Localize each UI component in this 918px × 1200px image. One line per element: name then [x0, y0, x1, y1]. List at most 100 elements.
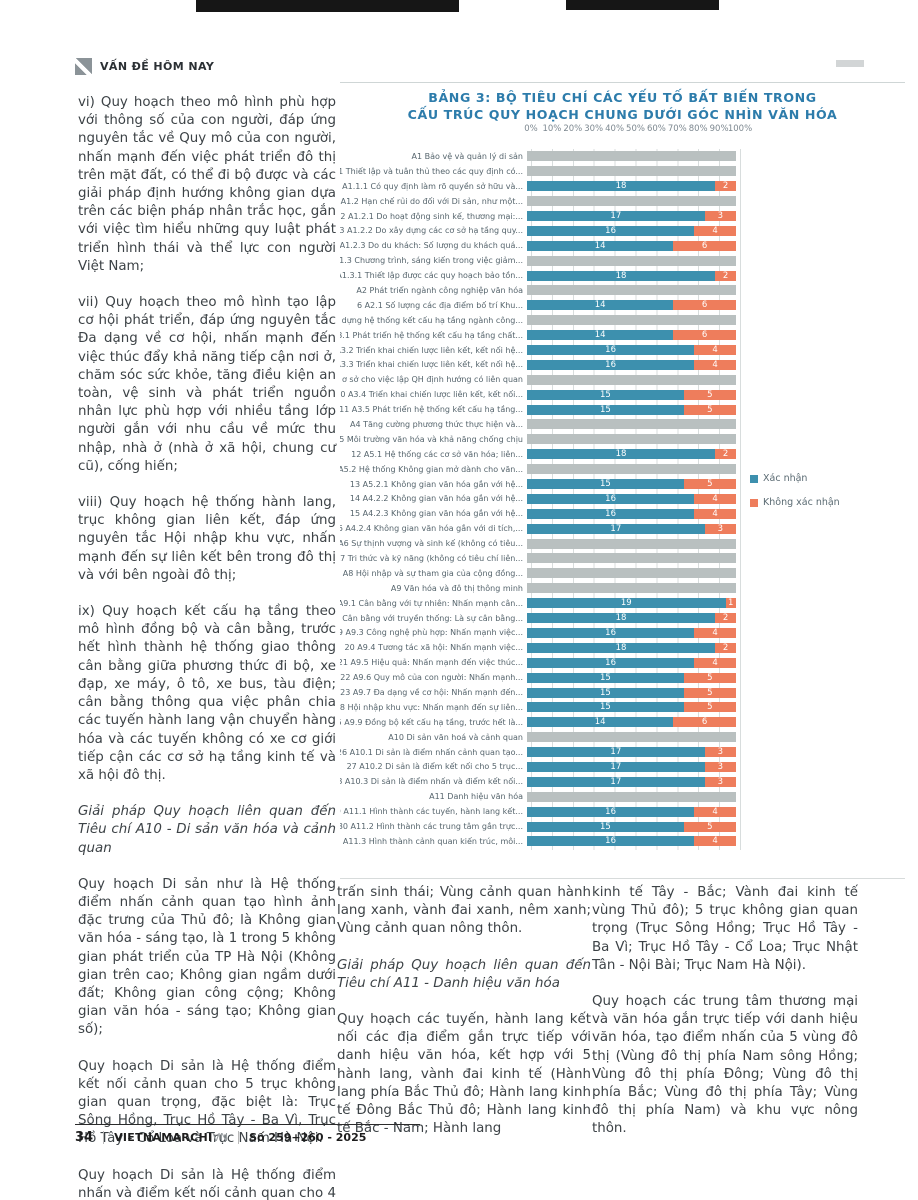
row-label: A3 Xây dựng hệ thống kết cấu hạ tầng ngà… [340, 315, 523, 325]
chart-row: 23 A9.7 Đa dạng về cơ hội: Nhấn mạnh đến… [340, 685, 740, 700]
chart-bang-3: BẢNG 3: BỘ TIÊU CHÍ CÁC YẾU TỐ BẤT BIẾN … [340, 82, 905, 883]
scan-artifact-strip [196, 0, 459, 12]
chart-row: A1.3 Chương trình, sáng kiến trong việc … [340, 253, 740, 268]
row-bar: 14 6 [527, 300, 736, 311]
not-confirmed-segment: 2 [715, 270, 736, 281]
row-label: 30 A11.2 Hình thành các trung tâm gắn tr… [340, 822, 523, 832]
not-confirmed-segment: 5 [683, 821, 736, 832]
chart-row: A9 Văn hóa và đô thị thông minh [340, 581, 740, 596]
row-bar: 19 1 [527, 598, 736, 609]
row-label: A1.3 Chương trình, sáng kiến trong việc … [340, 256, 523, 266]
chart-row: 29 A11.1 Hình thành các tuyến, hành lang… [340, 804, 740, 819]
paragraph: vii) Quy hoạch theo mô hình tạo lập cơ h… [78, 295, 336, 474]
confirmed-segment: 14 [527, 717, 674, 728]
chart-row: 14 A4.2.2 Không gian văn hóa gắn với hệ.… [340, 491, 740, 506]
chart-row: 25 A9.9 Đồng bộ kết cấu hạ tầng, trước h… [340, 715, 740, 730]
header-segment [527, 538, 736, 549]
row-label: ơ sở cho việc lập QH định hướng có liên … [341, 375, 523, 385]
chart-row: 1 A1.1.1 Có quy định làm rõ quyền sở hữu… [340, 179, 740, 194]
header-segment [527, 434, 736, 445]
row-label: A1 Bảo vệ và quản lý di sản [411, 151, 523, 161]
row-bar [527, 553, 736, 564]
row-bar [527, 434, 736, 445]
not-confirmed-segment: 4 [694, 359, 736, 370]
row-bar [527, 791, 736, 802]
not-confirmed-segment: 5 [683, 404, 736, 415]
paragraph: Quy hoạch Di sản là Hệ thống điểm nhấn v… [78, 1167, 336, 1200]
row-label: A10 Di sản văn hoá và cảnh quan [388, 732, 523, 742]
confirmed-segment: 16 [527, 836, 695, 847]
legend-confirmed-label: Xác nhận [763, 473, 808, 484]
chart-row: 27 A10.2 Di sản là điểm kết nối cho 5 tr… [340, 760, 740, 775]
row-bar [527, 538, 736, 549]
confirmed-segment: 15 [527, 702, 684, 713]
row-bar [527, 464, 736, 475]
row-bar [527, 732, 736, 743]
row-bar: 18 2 [527, 449, 736, 460]
row-bar: 14 6 [527, 240, 736, 251]
chart-title: BẢNG 3: BỘ TIÊU CHÍ CÁC YẾU TỐ BẤT BIẾN … [340, 90, 905, 123]
chart-row: 19 A9.3 Công nghệ phù hợp: Nhấn mạnh việ… [340, 626, 740, 641]
chart-row: A5.2 Hệ thống Không gian mở dành cho văn… [340, 462, 740, 477]
row-bar: 18 2 [527, 642, 736, 653]
row-label: 2 A1.2.1 Do hoạt động sinh kế, thương mạ… [340, 211, 523, 221]
not-confirmed-segment: 3 [704, 776, 736, 787]
chart-row: 22 A9.6 Quy mô của con người: Nhấn mạnh.… [340, 670, 740, 685]
chart-row: 21 A9.5 Hiệu quả: Nhấn mạnh đến việc thú… [340, 655, 740, 670]
confirmed-segment: 15 [527, 821, 684, 832]
row-bar: 15 5 [527, 389, 736, 400]
row-bar: 17 3 [527, 761, 736, 772]
chart-row: A10 Di sản văn hoá và cảnh quan [340, 730, 740, 745]
confirmed-segment: 18 [527, 613, 716, 624]
middle-text-column: trấn sinh thái; Vùng cảnh quan hành lang… [337, 884, 591, 1156]
confirmed-segment: 14 [527, 240, 674, 251]
footer-rule [75, 1124, 420, 1125]
confirmed-segment: 17 [527, 747, 705, 758]
not-confirmed-segment: 4 [694, 627, 736, 638]
header-segment [527, 374, 736, 385]
not-confirmed-segment: 2 [715, 449, 736, 460]
row-label: 16 A4.2.4 Không gian văn hóa gắn với di … [340, 524, 523, 534]
not-confirmed-segment: 2 [715, 181, 736, 192]
chart-row: A6 Sự thịnh vượng và sinh kế (không có t… [340, 536, 740, 551]
row-label: 26 A10.1 Di sản là điểm nhấn cảnh quan t… [340, 747, 523, 757]
paragraph: Quy hoạch các tuyến, hành lang kết nối c… [337, 1012, 591, 1137]
chart-row: A8 Hội nhập và sự tham gia của cộng đồng… [340, 566, 740, 581]
row-label: 12 A5.1 Hệ thống các cơ sở văn hóa; liên… [351, 449, 523, 459]
paragraph: vi) Quy hoạch theo mô hình phù hợp với t… [78, 95, 336, 274]
chart-row: 18 A9.2 Cân bằng với truyền thống: Là sự… [340, 611, 740, 626]
row-bar: 18 2 [527, 270, 736, 281]
row-bar [527, 583, 736, 594]
row-label: 19 A9.3 Công nghệ phù hợp: Nhấn mạnh việ… [340, 628, 523, 638]
right-text-column: kinh tế Tây - Bắc; Vành đai kinh tế vùng… [592, 884, 858, 1157]
confirmed-segment: 17 [527, 761, 705, 772]
confirmed-segment: 16 [527, 359, 695, 370]
row-bar [527, 151, 736, 162]
row-bar: 15 5 [527, 702, 736, 713]
confirmed-segment: 15 [527, 672, 684, 683]
chart-row: 20 A9.4 Tương tác xã hội: Nhấn mạnh việc… [340, 640, 740, 655]
chart-legend: Xác nhận Không xác nhận [750, 473, 868, 508]
row-label: 22 A9.6 Quy mô của con người: Nhấn mạnh.… [340, 673, 523, 683]
chart-row: 5 A1.3.1 Thiết lập được các quy hoạch bả… [340, 268, 740, 283]
row-bar: 16 4 [527, 359, 736, 370]
row-label: 23 A9.7 Đa dạng về cơ hội: Nhấn mạnh đến… [340, 688, 523, 697]
not-confirmed-segment: 6 [673, 240, 736, 251]
row-bar: 15 5 [527, 404, 736, 415]
row-bar: 16 4 [527, 627, 736, 638]
not-confirmed-segment: 4 [694, 225, 736, 236]
row-label: 20 A9.4 Tương tác xã hội: Nhấn mạnh việc… [344, 643, 523, 653]
not-confirmed-segment: 5 [683, 702, 736, 713]
confirmed-segment: 16 [527, 493, 695, 504]
header-segment [527, 732, 736, 743]
chart-row: 31 A11.3 Hình thành cảnh quan kiến trúc,… [340, 834, 740, 849]
not-confirmed-segment: 4 [694, 345, 736, 356]
chart-row: A1.2 Hạn chế rủi do đối với Di sản, như … [340, 194, 740, 209]
row-label: A8 Hội nhập và sự tham gia của cộng đồng… [342, 568, 523, 578]
not-confirmed-segment: 3 [704, 523, 736, 534]
section-logo-icon [75, 58, 92, 75]
row-label: 27 A10.2 Di sản là điểm kết nối cho 5 tr… [346, 762, 523, 772]
not-confirmed-segment: 4 [694, 806, 736, 817]
not-confirmed-segment: 2 [715, 613, 736, 624]
